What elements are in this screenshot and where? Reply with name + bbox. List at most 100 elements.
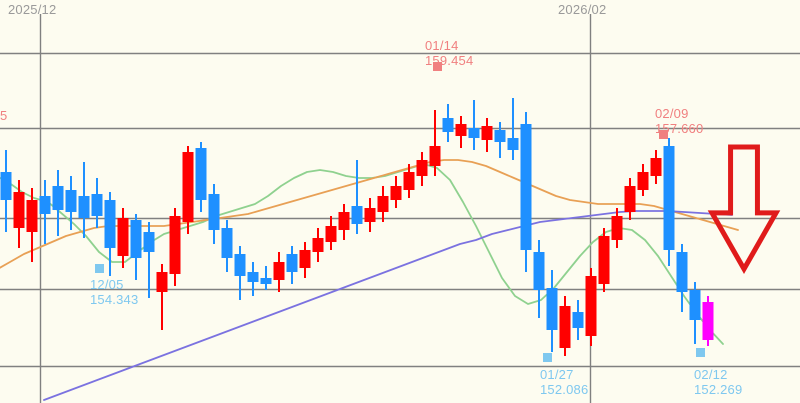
candle-body [91, 194, 103, 216]
candle [299, 242, 311, 278]
annotation-value: 154.343 [90, 292, 139, 307]
candle [559, 296, 571, 356]
candle-body [117, 218, 129, 256]
annotation-date: 12/05 [90, 277, 124, 292]
annotation-low-label: 12/05 154.343 [90, 277, 138, 307]
high-marker [659, 130, 668, 139]
candle-body [247, 272, 259, 282]
candle-body [195, 148, 207, 200]
candle [13, 180, 25, 248]
candle-body [637, 172, 649, 190]
candle [195, 142, 207, 212]
candle-body [546, 288, 558, 330]
candle [91, 178, 103, 228]
candle [442, 104, 454, 142]
candle [52, 170, 64, 236]
candle-body [208, 194, 220, 230]
candle [494, 122, 506, 158]
annotation-value: 152.086 [540, 382, 589, 397]
x-axis-tick-label: 2025/12 [8, 2, 57, 17]
candle [598, 228, 610, 292]
candle-body [559, 306, 571, 348]
candle-body [299, 250, 311, 268]
candle [572, 300, 584, 340]
candle [676, 244, 688, 312]
candle-body [364, 208, 376, 222]
candle [273, 252, 285, 292]
candle-body [338, 212, 350, 230]
candle-body [533, 252, 545, 290]
candle [0, 150, 12, 232]
candle-body [26, 200, 38, 232]
extreme-markers [95, 62, 705, 362]
candle-body [273, 262, 285, 280]
candle [689, 282, 701, 344]
candle-body [39, 196, 51, 214]
annotation-value: 157.660 [655, 121, 704, 136]
candle-body [390, 186, 402, 200]
candle-body [130, 220, 142, 258]
candle [312, 228, 324, 262]
candle-body [286, 254, 298, 272]
candle [611, 208, 623, 248]
candle [403, 164, 415, 198]
candle-body [468, 128, 480, 138]
x-axis-tick-label: 2026/02 [558, 2, 607, 17]
candle-body [78, 196, 90, 218]
candle [533, 240, 545, 318]
candle-body [598, 236, 610, 284]
annotation-low-label: 01/27 152.086 [540, 367, 588, 397]
annotation-high-label: 02/09 157.660 [655, 106, 703, 136]
candle [637, 164, 649, 196]
candle [585, 268, 597, 346]
candle [624, 178, 636, 220]
candle-body [611, 216, 623, 240]
annotation-date: 01/27 [540, 367, 574, 382]
candle [286, 246, 298, 284]
candle-body [13, 192, 25, 228]
candle [130, 214, 142, 280]
candle-body [416, 160, 428, 176]
low-marker [696, 348, 705, 357]
candle [390, 176, 402, 208]
candle [650, 150, 662, 184]
down-arrow-shape [707, 144, 781, 275]
candle [247, 262, 259, 296]
candle-body [689, 290, 701, 320]
candle [416, 152, 428, 186]
candle [338, 204, 350, 240]
candle-body [663, 146, 675, 250]
candle-body [221, 228, 233, 258]
annotation-date: 02/09 [655, 106, 689, 121]
candle [78, 162, 90, 238]
candle [208, 184, 220, 244]
candle [455, 116, 467, 148]
candle-body [182, 152, 194, 222]
candle [234, 246, 246, 300]
candle-body [0, 172, 12, 200]
candle [26, 188, 38, 262]
candle [117, 208, 129, 268]
candle [182, 146, 194, 234]
candle-body [520, 124, 532, 250]
candle [156, 264, 168, 330]
low-marker [95, 264, 104, 273]
candle [39, 180, 51, 244]
candle-body [377, 196, 389, 212]
candle-body [65, 190, 77, 212]
candle [143, 222, 155, 298]
candle [325, 216, 337, 250]
annotation-value: 152.269 [694, 382, 743, 397]
annotation-date: 01/14 [425, 38, 459, 53]
candle [351, 160, 363, 234]
candle-body [325, 226, 337, 242]
annotation-value: 159.454 [425, 53, 474, 68]
candle-body [455, 124, 467, 136]
candle [468, 100, 480, 150]
candle [104, 192, 116, 276]
ma-short-line [0, 163, 724, 345]
candle-body [442, 118, 454, 132]
candle-body [624, 186, 636, 212]
candle [429, 110, 441, 176]
